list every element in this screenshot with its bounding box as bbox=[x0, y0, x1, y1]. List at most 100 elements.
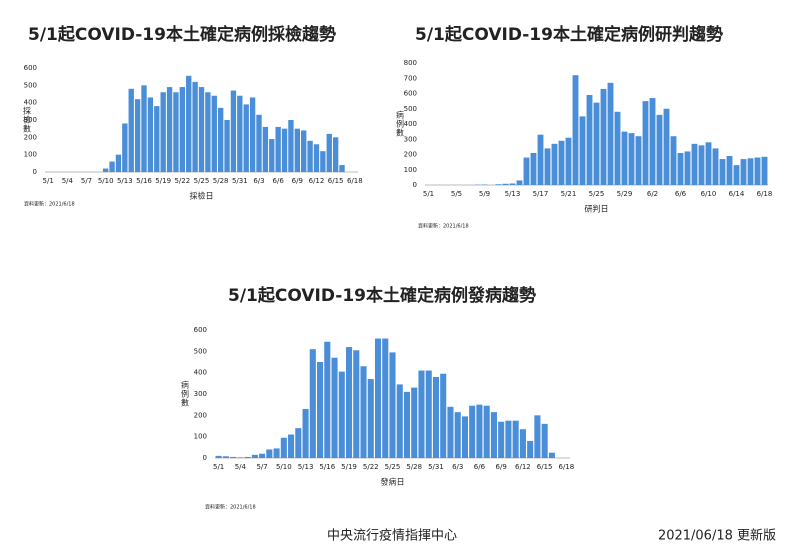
bar bbox=[230, 90, 237, 172]
bar bbox=[516, 180, 523, 185]
bar bbox=[505, 420, 512, 458]
x-tick-label: 5/13 bbox=[298, 463, 314, 471]
bar bbox=[483, 405, 490, 458]
bar bbox=[447, 406, 454, 458]
bar bbox=[128, 88, 134, 172]
x-tick-label: 6/2 bbox=[647, 190, 658, 198]
x-tick-label: 6/3 bbox=[253, 177, 264, 185]
y-tick-label: 800 bbox=[404, 59, 417, 67]
y-tick-label: 600 bbox=[404, 90, 417, 98]
bar bbox=[244, 456, 251, 458]
bar bbox=[332, 137, 339, 172]
bar bbox=[495, 184, 502, 185]
bar bbox=[115, 154, 122, 172]
x-tick-label: 5/25 bbox=[194, 177, 210, 185]
x-tick-label: 6/6 bbox=[675, 190, 687, 198]
bar bbox=[761, 156, 768, 185]
x-tick-label: 5/31 bbox=[232, 177, 248, 185]
x-tick-label: 5/31 bbox=[428, 463, 444, 471]
x-tick-label: 5/7 bbox=[256, 463, 267, 471]
bar bbox=[288, 434, 295, 458]
bar bbox=[454, 412, 461, 458]
bar bbox=[309, 349, 316, 458]
bar bbox=[281, 128, 288, 172]
bar bbox=[367, 379, 374, 458]
x-tick-label: 5/19 bbox=[155, 177, 171, 185]
x-axis-label: 研判日 bbox=[585, 204, 609, 214]
bar bbox=[541, 423, 548, 458]
bar bbox=[628, 133, 635, 185]
bar bbox=[523, 157, 530, 185]
bar bbox=[288, 120, 294, 172]
x-tick-label: 5/22 bbox=[363, 463, 379, 471]
bar bbox=[134, 99, 141, 172]
bar bbox=[411, 387, 418, 458]
bar bbox=[712, 148, 719, 185]
bar bbox=[256, 114, 262, 172]
bar bbox=[530, 152, 537, 185]
bar bbox=[432, 376, 440, 458]
x-tick-label: 5/13 bbox=[505, 190, 521, 198]
x-tick-label: 6/18 bbox=[347, 177, 363, 185]
y-tick-label: 400 bbox=[24, 99, 37, 107]
bar bbox=[192, 81, 198, 172]
bar bbox=[614, 111, 621, 185]
y-tick-label: 0 bbox=[33, 168, 37, 176]
bar bbox=[302, 408, 309, 458]
bar bbox=[331, 357, 338, 458]
y-tick-label: 300 bbox=[194, 390, 207, 398]
bar bbox=[173, 92, 179, 172]
y-tick-label: 600 bbox=[24, 64, 37, 72]
y-tick-label: 500 bbox=[404, 105, 417, 113]
bar bbox=[586, 95, 593, 185]
bar bbox=[301, 130, 307, 172]
x-tick-label: 6/18 bbox=[757, 190, 773, 198]
bar bbox=[160, 92, 166, 172]
bar bbox=[418, 370, 425, 458]
bar bbox=[243, 104, 249, 172]
chart-title: 5/1起COVID-19本土確定病例發病趨勢 bbox=[228, 285, 536, 306]
bar bbox=[198, 87, 205, 172]
bar bbox=[565, 137, 572, 185]
bar bbox=[338, 371, 345, 458]
x-tick-label: 5/1 bbox=[423, 190, 434, 198]
bar bbox=[642, 101, 649, 185]
x-tick-label: 5/29 bbox=[617, 190, 633, 198]
x-tick-label: 6/12 bbox=[515, 463, 531, 471]
x-tick-label: 6/10 bbox=[701, 190, 717, 198]
bar bbox=[476, 404, 483, 458]
bar bbox=[122, 123, 128, 172]
bar bbox=[593, 102, 600, 185]
bar bbox=[273, 448, 280, 458]
bar bbox=[572, 75, 579, 185]
x-tick-label: 5/1 bbox=[213, 463, 224, 471]
x-tick-label: 6/3 bbox=[452, 463, 463, 471]
bar bbox=[396, 384, 403, 458]
bar bbox=[684, 151, 691, 185]
bar bbox=[103, 168, 109, 172]
bar bbox=[109, 161, 115, 172]
bar bbox=[677, 152, 684, 185]
bar bbox=[461, 416, 468, 458]
bar bbox=[621, 131, 628, 185]
bar bbox=[705, 142, 712, 185]
bar bbox=[179, 87, 186, 172]
bar bbox=[548, 452, 555, 458]
y-axis-label: 病例數 bbox=[396, 110, 405, 138]
bar bbox=[266, 449, 273, 458]
bar bbox=[740, 159, 747, 185]
footer-version: 2021/06/18 更新版 bbox=[658, 528, 776, 544]
bar bbox=[558, 140, 565, 185]
x-tick-label: 5/25 bbox=[385, 463, 401, 471]
x-tick-label: 6/9 bbox=[496, 463, 507, 471]
bar bbox=[754, 157, 761, 185]
bar bbox=[230, 456, 237, 458]
bar bbox=[353, 350, 360, 458]
x-tick-label: 5/1 bbox=[43, 177, 54, 185]
bar bbox=[691, 143, 698, 185]
bar bbox=[275, 126, 281, 172]
bar bbox=[324, 341, 331, 458]
x-tick-label: 5/16 bbox=[136, 177, 152, 185]
note: 資料更新：2021/6/18 bbox=[205, 504, 256, 511]
